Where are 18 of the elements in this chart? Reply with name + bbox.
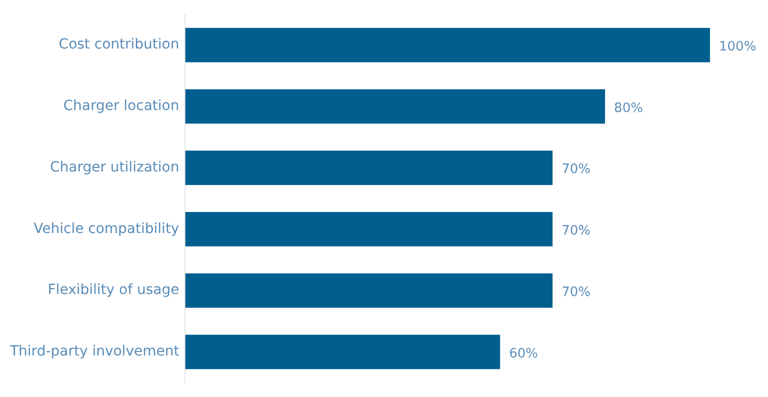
y-tick-label: Charger location xyxy=(63,98,180,114)
data-label: 60% xyxy=(509,346,538,362)
y-tick-label: Vehicle compatibility xyxy=(34,220,180,237)
data-label: 70% xyxy=(562,162,590,178)
data-label: 70% xyxy=(562,224,590,239)
y-tick-label: Third-party involvement xyxy=(8,344,180,360)
data-label: 100% xyxy=(719,39,756,54)
bar xyxy=(185,334,500,370)
bar xyxy=(185,28,710,62)
y-tick-label: Charger utilization xyxy=(50,159,180,176)
bar xyxy=(185,150,553,185)
bar xyxy=(185,89,606,124)
y-tick-label: Flexibility of usage xyxy=(48,282,180,298)
bar xyxy=(185,273,553,308)
y-tick-label: Cost contribution xyxy=(58,36,180,53)
data-label: 80% xyxy=(614,100,643,116)
bar xyxy=(185,212,553,246)
data-label: 70% xyxy=(562,284,590,300)
